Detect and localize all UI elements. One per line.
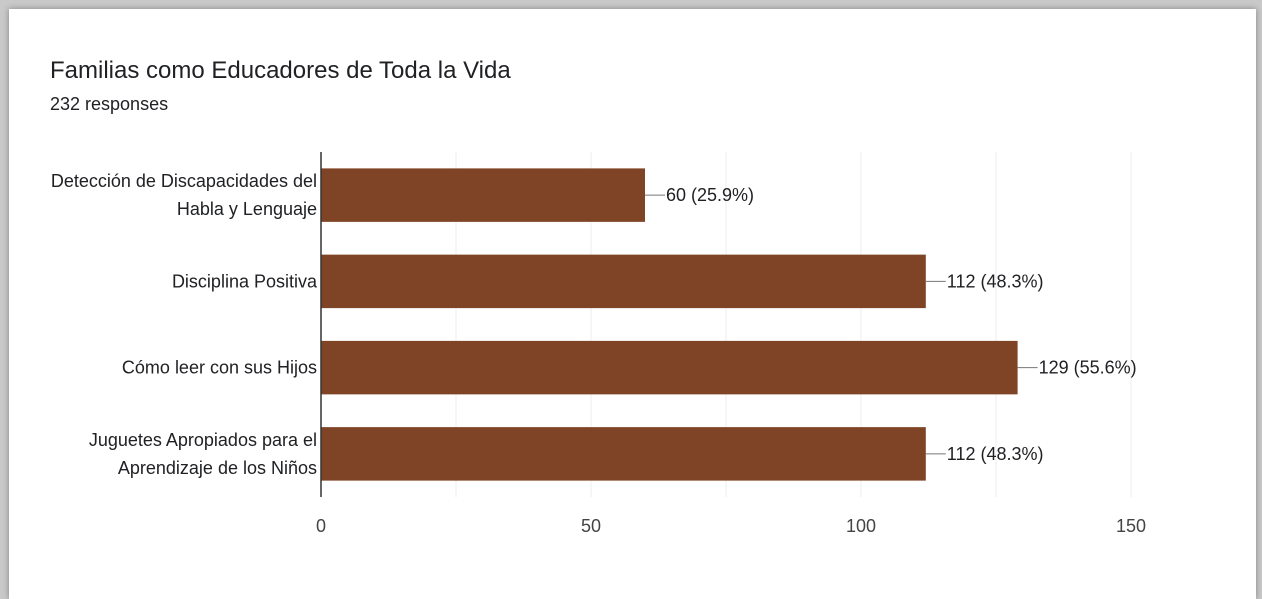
- category-label: Disciplina Positiva: [172, 271, 318, 291]
- bar-4: [321, 427, 926, 481]
- category-label: Juguetes Apropiados para el: [89, 430, 317, 450]
- data-label: 60 (25.9%): [666, 185, 754, 205]
- chart-title: Familias como Educadores de Toda la Vida: [50, 57, 511, 84]
- category-label: Habla y Lenguaje: [177, 199, 317, 219]
- x-tick-label: 150: [1116, 516, 1146, 536]
- x-tick-label: 50: [581, 516, 601, 536]
- category-label: Aprendizaje de los Niños: [118, 458, 317, 478]
- data-label: 112 (48.3%): [947, 444, 1044, 464]
- data-label: 129 (55.6%): [1039, 358, 1137, 378]
- x-tick-label: 100: [846, 516, 876, 536]
- category-label: Cómo leer con sus Hijos: [122, 358, 317, 378]
- bar-2: [321, 254, 926, 309]
- x-tick-label: 0: [316, 516, 326, 536]
- bar-1: [321, 168, 645, 222]
- bar-3: [321, 340, 1018, 395]
- data-label: 112 (48.3%): [947, 271, 1044, 291]
- category-label: Detección de Discapacidades del: [51, 171, 317, 191]
- responses-count: 232 responses: [50, 94, 169, 114]
